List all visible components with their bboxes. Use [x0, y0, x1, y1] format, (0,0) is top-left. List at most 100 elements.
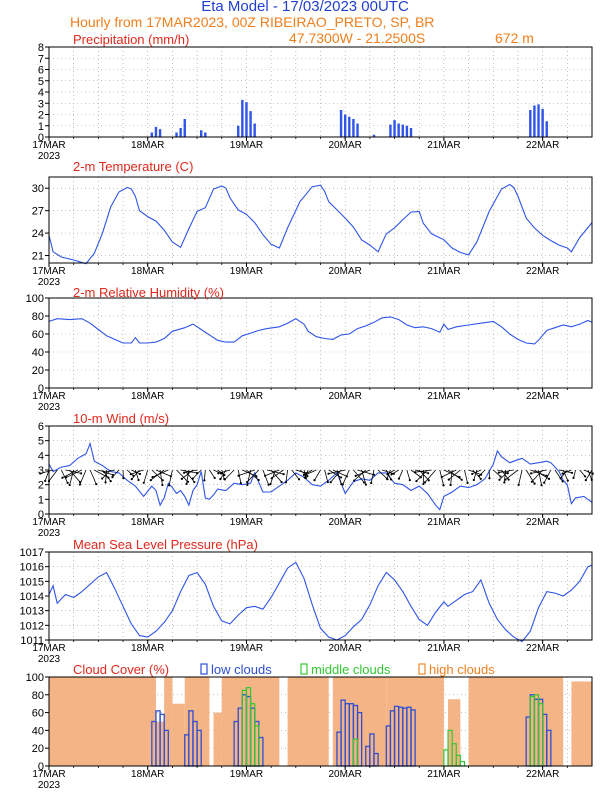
wind-arrow-head — [570, 471, 574, 474]
wind-arrow-head — [267, 483, 270, 486]
wind-arrow — [499, 469, 511, 481]
precip-bar — [339, 110, 343, 137]
wind-arrow — [155, 469, 171, 477]
wind-arrow-head — [408, 479, 411, 482]
wind-arrow-head — [427, 479, 430, 482]
wind-arrow — [246, 469, 260, 483]
high-clouds-bar — [468, 677, 502, 766]
wind-arrow-head — [257, 478, 260, 482]
x-tick-year: 2023 — [38, 780, 61, 791]
wind-arrow-head — [193, 480, 196, 484]
wind-arrow-head — [472, 478, 475, 482]
wind-arrow-head — [326, 481, 329, 484]
wind-arrow-head — [353, 479, 356, 482]
y-tick-label: 0 — [38, 383, 44, 395]
high-clouds-bar — [501, 677, 564, 766]
temp-title: 2-m Temperature (C) — [73, 159, 193, 174]
wind-arrow-head — [488, 477, 491, 480]
wind-arrow — [246, 469, 259, 481]
precip-bar — [356, 123, 359, 137]
wind-arrow-head — [269, 482, 272, 486]
wind-arrow — [291, 469, 300, 480]
wind-arrow — [342, 469, 350, 485]
wind-arrow — [493, 469, 501, 477]
wind-arrow-head — [104, 481, 107, 484]
wind-arrow — [176, 469, 189, 483]
x-tick-label: 20MAR — [329, 769, 362, 780]
wind-arrow — [79, 469, 87, 485]
x-tick-label: 18MAR — [131, 140, 164, 151]
wind-arrow-head — [313, 479, 316, 482]
wind-arrow — [441, 469, 457, 478]
wind-arrow-head — [302, 473, 306, 477]
y-tick-label: 30 — [32, 183, 44, 195]
rh-title: 2-m Relative Humidity (%) — [73, 285, 224, 300]
y-tick-label: 2 — [38, 480, 44, 492]
wind-arrow-head — [327, 472, 330, 475]
y-tick-label: 5 — [38, 76, 44, 88]
wind-arrow-head — [137, 478, 140, 482]
y-tick-label: 3 — [38, 98, 44, 110]
wind-arrow — [579, 469, 586, 477]
x-tick-label: 21MAR — [427, 391, 460, 402]
wind-arrow — [387, 469, 395, 475]
wind-arrow-head — [499, 475, 502, 478]
precip-bar — [183, 119, 186, 137]
wind-title: 10-m Wind (m/s) — [73, 411, 169, 426]
y-tick-label: 1013 — [20, 606, 44, 618]
precip-bar — [179, 128, 182, 137]
wind-arrow — [264, 469, 280, 477]
wind-arrow-head — [460, 478, 463, 481]
wind-arrow-head — [284, 481, 288, 484]
y-tick-label: 1 — [38, 121, 44, 133]
wind-arrow — [330, 469, 342, 483]
wind-arrow-head — [530, 480, 533, 483]
precip-bar — [529, 110, 532, 137]
wind-arrow-head — [237, 474, 240, 477]
precip-bar — [409, 128, 413, 137]
panel-wind: 0 1 2 3 4 5 6 17MAR2023 18MAR 19MAR 20MAR 21MAR 22MA… — [32, 411, 594, 539]
wind-arrow-head — [68, 483, 71, 487]
wind-arrow — [472, 469, 482, 480]
wind-arrow — [336, 469, 342, 485]
legend-label: middle clouds — [311, 662, 391, 677]
wind-arrow-head — [471, 472, 474, 476]
precip-bar — [401, 124, 404, 137]
wind-arrow-head — [533, 482, 536, 485]
wind-arrow-head — [129, 472, 132, 476]
wind-arrow-head — [561, 480, 564, 483]
wind-arrow-head — [270, 477, 273, 480]
wind-arrow-head — [168, 484, 171, 487]
precip-bar — [237, 125, 240, 137]
high-clouds-bar — [448, 699, 461, 766]
wind-arrow-head — [103, 471, 106, 474]
x-tick-label: 20MAR — [329, 391, 362, 402]
wind-arrow — [448, 469, 461, 480]
x-tick-label: 17MAR — [32, 643, 65, 654]
wind-arrow-head — [370, 481, 373, 485]
y-tick-label: 27 — [32, 206, 44, 218]
wind-arrow-head — [540, 484, 543, 487]
y-tick-label: 100 — [26, 293, 44, 305]
y-tick-label: 60 — [32, 708, 44, 720]
precip-bar — [372, 134, 376, 137]
wind-arrow-head — [559, 477, 562, 480]
wind-arrow-head — [584, 478, 587, 482]
x-tick-label: 22MAR — [526, 643, 559, 654]
wind-arrow — [562, 469, 569, 481]
wind-arrow-head — [414, 471, 417, 474]
wind-arrow — [203, 469, 206, 481]
y-tick-label: 20 — [32, 743, 44, 755]
precip-bar — [245, 102, 248, 137]
y-tick-label: 80 — [32, 690, 44, 702]
wind-arrow-head — [415, 479, 418, 483]
wind-arrow — [382, 469, 394, 475]
wind-arrow-head — [479, 477, 482, 480]
precip-bar — [204, 132, 207, 137]
slp-title: Mean Sea Level Pressure (hPa) — [73, 537, 258, 552]
x-tick-label: 19MAR — [230, 517, 263, 528]
wind-arrow-head — [426, 472, 430, 475]
y-tick-label: 7 — [38, 53, 44, 65]
x-tick-label: 18MAR — [131, 517, 164, 528]
precip-bar — [352, 119, 355, 137]
